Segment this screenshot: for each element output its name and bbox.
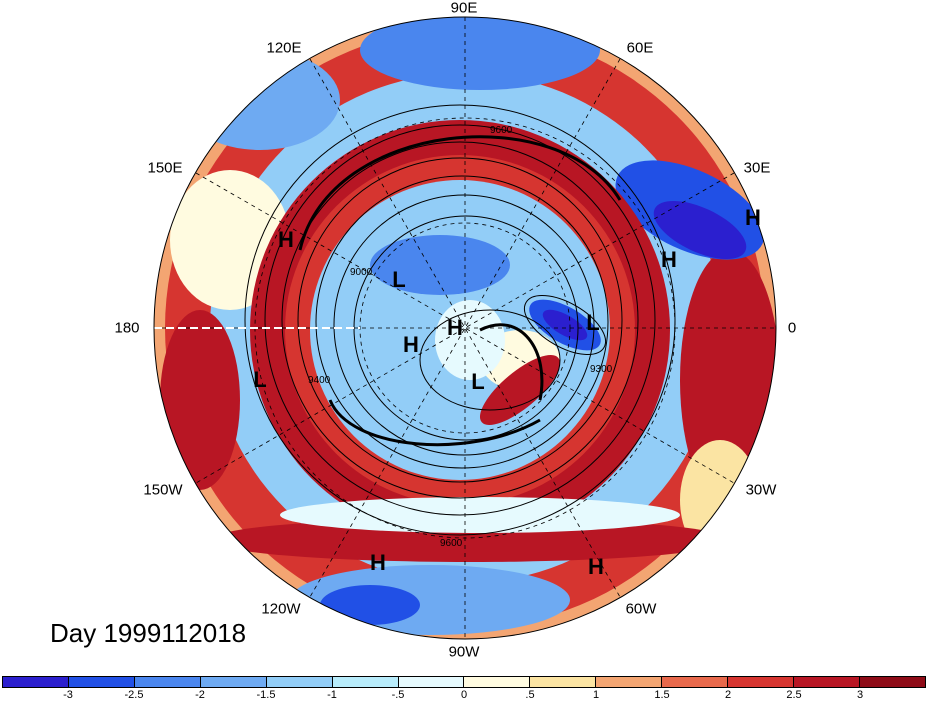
colorbar-tick-label: -1 [327,689,337,701]
colorbar-swatch [794,677,860,687]
colorbar-tick-label: -1.5 [256,689,276,701]
colorbar-tick-label: 1 [592,689,600,701]
colorbar-tick-label: -2.5 [124,689,144,701]
colorbar-swatch [464,677,531,687]
colorbar-tick-label: .5 [525,689,535,701]
contour-label-9000: 9000 [350,267,373,278]
high-pressure-marker: H [447,315,463,340]
colorbar-tick-label: -2 [195,689,205,701]
lon-label-90e: 90E [450,0,478,17]
lon-label-30e: 30E [743,159,771,177]
colorbar-swatch [3,677,69,687]
colorbar [2,676,926,688]
colorbar-tick-label: 3 [856,689,864,701]
colorbar-tick-label: 2 [724,689,732,701]
colorbar-swatch [662,677,729,687]
high-pressure-marker: H [588,554,604,579]
colorbar-tick-label: 1.5 [654,689,670,701]
colorbar-swatch [398,677,465,687]
lon-label-60e: 60E [626,39,654,57]
contour-label-9400: 9400 [308,375,331,386]
colorbar-swatch [332,677,399,687]
colorbar-tick-label: 0 [460,689,468,701]
contour-label-9300: 9300 [590,364,613,375]
lon-label-120w: 120W [261,600,301,618]
colorbar-swatch [266,677,333,687]
colorbar-swatch [200,677,267,687]
colorbar-swatch [68,677,135,687]
lon-label-150e: 150E [147,159,183,177]
map-title: Day 1999112018 [50,618,247,648]
lon-label-30w: 30W [745,481,777,499]
contour-label-9600-bottom: 9600 [440,538,463,549]
contour-label-9600-top: 9600 [490,125,513,136]
lon-label-90w: 90W [448,643,480,661]
lon-label-150w: 150W [143,481,183,499]
colorbar-swatch [596,677,663,687]
colorbar-tick-label: -.5 [391,689,405,701]
colorbar-tick-label: 2.5 [786,689,802,701]
lon-label-60w: 60W [625,600,657,618]
low-pressure-marker: L [471,369,485,394]
lon-label-120e: 120E [266,39,302,57]
low-pressure-marker: L [253,367,267,392]
high-pressure-marker: H [278,227,294,252]
lon-label-180: 180 [114,319,140,337]
low-pressure-marker: L [586,310,600,335]
high-pressure-marker: H [403,332,419,357]
high-pressure-marker: H [370,550,386,575]
low-pressure-marker: L [392,267,406,292]
colorbar-swatch [859,677,925,687]
colorbar-swatch [134,677,201,687]
colorbar-tick-label: -3 [63,689,73,701]
colorbar-swatch [728,677,795,687]
map-border [153,16,777,640]
high-pressure-marker: H [661,247,677,272]
lon-label-0: 0 [787,319,797,337]
colorbar-swatch [530,677,597,687]
high-pressure-marker: H [745,205,761,230]
